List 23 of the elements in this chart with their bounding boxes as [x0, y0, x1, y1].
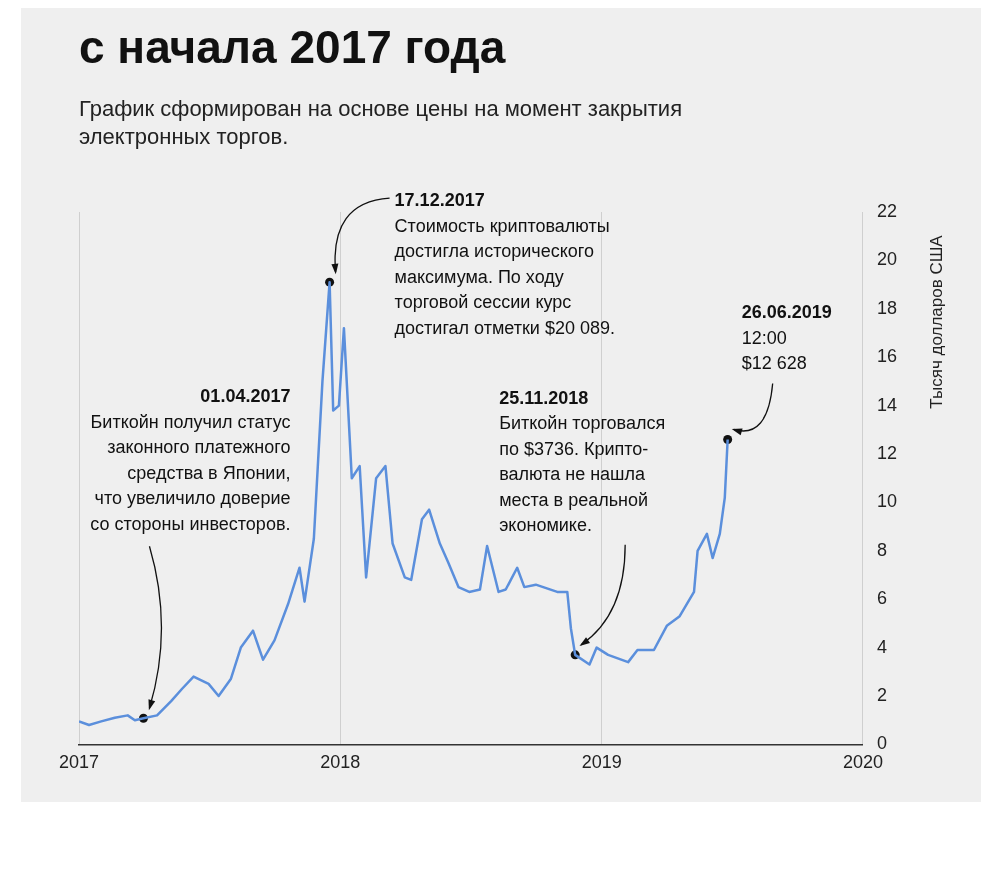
y-tick-label: 16 — [876, 345, 898, 366]
annotation: 17.12.2017 Стоимость криптовалюты достигла исторического максимума. По ходу торговой сессии курс достигал отметки $20 089. — [394, 189, 615, 338]
y-tick-label: 8 — [876, 539, 887, 560]
y-axis-title: Тысяч долларов США — [926, 234, 946, 409]
y-tick-label: 10 — [876, 491, 898, 512]
y-tick-label: 22 — [876, 200, 898, 221]
x-tick-label: 2019 — [581, 751, 622, 772]
chart-title: с начала 2017 года — [78, 20, 507, 73]
y-tick-label: 2 — [876, 684, 887, 705]
y-tick-label: 18 — [876, 297, 898, 318]
chart-subtitle: График сформирован на основе цены на момент закрытия электронных торгов. — [78, 94, 684, 152]
x-tick-label: 2017 — [59, 751, 100, 772]
x-tick-label: 2020 — [842, 751, 883, 772]
annotation: 26.06.2019 12:00 $12 628 — [741, 302, 832, 374]
y-tick-label: 20 — [876, 249, 898, 270]
x-tick-label: 2018 — [320, 751, 361, 772]
y-tick-label: 14 — [876, 394, 898, 415]
y-tick-label: 0 — [876, 733, 887, 754]
y-tick-label: 4 — [876, 636, 887, 657]
y-tick-label: 12 — [876, 442, 898, 463]
y-tick-label: 6 — [876, 587, 887, 608]
annotation: 25.11.2018 Биткойн торговался по $3736. Крипто- валюта не нашла места в реальной экономике. — [499, 387, 666, 536]
annotation: 01.04.2017 Биткойн получил статус законного платежного средства в Японии, что увеличило доверие со стороны инвесторов. — [90, 386, 291, 534]
